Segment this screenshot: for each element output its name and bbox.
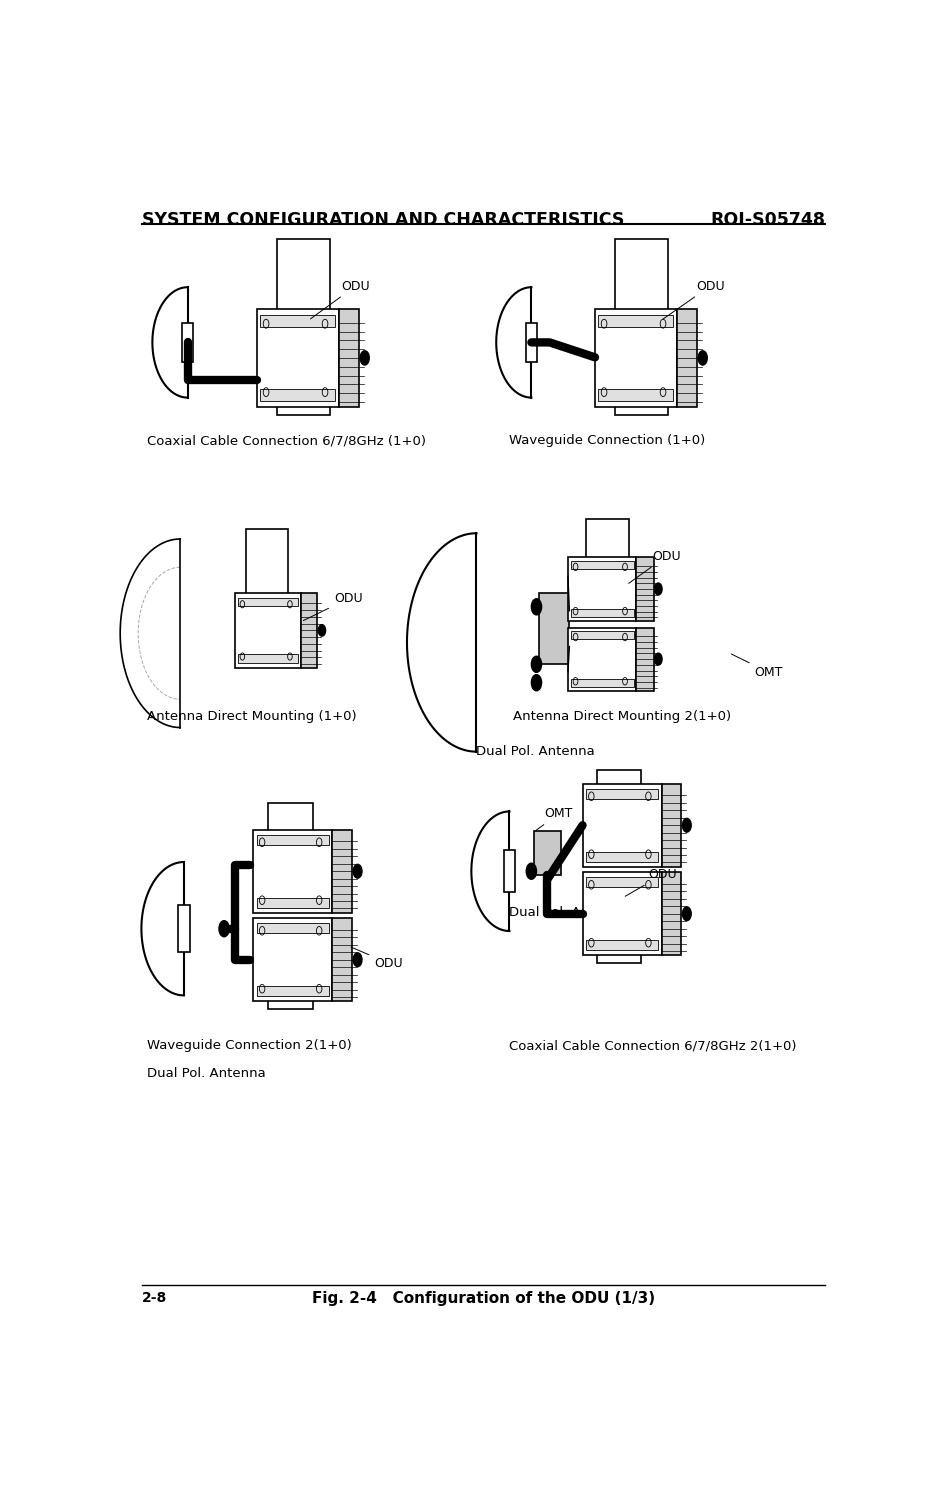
Bar xyxy=(257,923,329,933)
Bar xyxy=(238,654,298,663)
Circle shape xyxy=(531,675,542,691)
Bar xyxy=(253,918,332,1002)
Bar xyxy=(571,632,633,639)
Bar xyxy=(677,309,697,406)
Bar xyxy=(257,835,329,845)
Bar xyxy=(257,309,339,406)
Bar xyxy=(278,239,330,317)
Bar xyxy=(268,996,313,1009)
Text: ODU: ODU xyxy=(311,279,370,320)
Bar xyxy=(598,315,673,327)
Circle shape xyxy=(353,864,362,878)
Bar xyxy=(586,788,658,799)
Bar xyxy=(178,905,190,953)
Bar xyxy=(181,322,194,361)
Bar xyxy=(568,557,636,621)
Bar xyxy=(615,239,668,317)
Text: Dual Pol. Antenna: Dual Pol. Antenna xyxy=(510,906,628,918)
Bar xyxy=(582,872,662,956)
Circle shape xyxy=(531,657,542,672)
Text: ODU: ODU xyxy=(303,593,362,621)
Bar xyxy=(261,315,335,327)
Text: ODU: ODU xyxy=(629,549,681,584)
Bar xyxy=(586,520,629,591)
Text: Coaxial Cable Connection 6/7/8GHz (1+0): Coaxial Cable Connection 6/7/8GHz (1+0) xyxy=(147,434,427,448)
Bar xyxy=(662,872,682,956)
Bar xyxy=(278,402,330,415)
Text: Fig. 2-4   Configuration of the ODU (1/3): Fig. 2-4 Configuration of the ODU (1/3) xyxy=(312,1291,655,1306)
Circle shape xyxy=(526,863,536,879)
Text: Waveguide Connection 2(1+0): Waveguide Connection 2(1+0) xyxy=(147,1039,352,1053)
Bar xyxy=(636,557,653,621)
Bar xyxy=(571,609,633,617)
Circle shape xyxy=(353,953,362,966)
Text: ROI-S05748: ROI-S05748 xyxy=(711,212,825,230)
Bar xyxy=(571,561,633,569)
Circle shape xyxy=(361,351,369,366)
Bar xyxy=(636,627,653,691)
Bar xyxy=(301,593,317,667)
Bar xyxy=(615,402,668,415)
Bar xyxy=(662,784,682,866)
Circle shape xyxy=(683,818,691,832)
Bar xyxy=(526,322,537,361)
Bar xyxy=(235,593,301,667)
Bar xyxy=(253,830,332,912)
Bar xyxy=(586,941,658,950)
Bar xyxy=(332,918,352,1002)
Bar xyxy=(268,803,313,875)
Bar xyxy=(246,529,289,596)
Circle shape xyxy=(219,921,229,936)
Bar xyxy=(332,830,352,912)
Circle shape xyxy=(318,624,326,636)
Text: OMT: OMT xyxy=(732,654,783,679)
Text: ODU: ODU xyxy=(351,947,403,969)
Text: Dual Pol. Antenna: Dual Pol. Antenna xyxy=(147,1066,266,1079)
Bar xyxy=(257,897,329,908)
Text: ODU: ODU xyxy=(663,279,725,320)
Bar xyxy=(339,309,359,406)
Bar xyxy=(586,878,658,887)
Bar xyxy=(598,950,641,963)
Text: Dual Pol. Antenna: Dual Pol. Antenna xyxy=(477,745,596,758)
Bar xyxy=(568,627,636,691)
Bar xyxy=(533,832,562,875)
Text: Coaxial Cable Connection 6/7/8GHz 2(1+0): Coaxial Cable Connection 6/7/8GHz 2(1+0) xyxy=(510,1039,797,1053)
Bar xyxy=(257,987,329,996)
Circle shape xyxy=(531,599,542,615)
Bar xyxy=(598,390,673,402)
Circle shape xyxy=(654,584,662,596)
Text: OMT: OMT xyxy=(536,808,573,830)
Text: SYSTEM CONFIGURATION AND CHARACTERISTICS: SYSTEM CONFIGURATION AND CHARACTERISTICS xyxy=(143,212,625,230)
Text: Antenna Direct Mounting (1+0): Antenna Direct Mounting (1+0) xyxy=(147,711,357,723)
Circle shape xyxy=(683,906,691,921)
Bar xyxy=(539,593,569,664)
Bar xyxy=(598,770,641,836)
Bar xyxy=(595,309,677,406)
Bar xyxy=(582,784,662,866)
Text: ODU: ODU xyxy=(625,867,677,896)
Text: 2-8: 2-8 xyxy=(143,1291,167,1305)
Bar xyxy=(586,851,658,861)
Bar xyxy=(261,390,335,402)
Text: Antenna Direct Mounting 2(1+0): Antenna Direct Mounting 2(1+0) xyxy=(514,711,732,723)
Text: Waveguide Connection (1+0): Waveguide Connection (1+0) xyxy=(510,434,706,448)
Bar xyxy=(503,851,515,893)
Bar xyxy=(571,679,633,687)
Bar xyxy=(238,597,298,606)
Circle shape xyxy=(654,652,662,664)
Circle shape xyxy=(699,351,707,366)
